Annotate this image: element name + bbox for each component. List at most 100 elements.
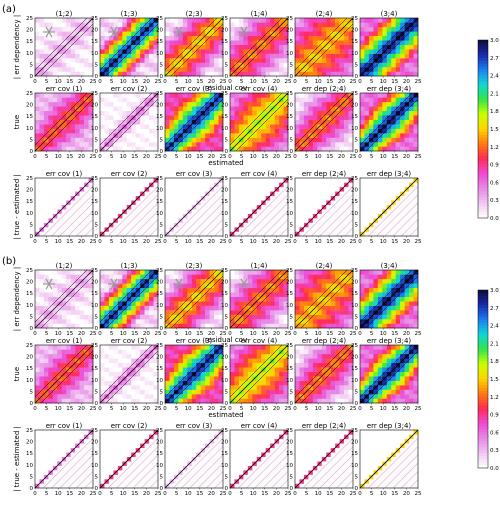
heat-cell bbox=[377, 182, 383, 188]
heat-cell bbox=[344, 195, 349, 201]
heat-cell bbox=[169, 137, 175, 143]
heat-cell bbox=[153, 71, 159, 77]
heat-cell bbox=[364, 31, 370, 37]
heat-cell bbox=[330, 305, 336, 311]
heat-cell bbox=[299, 119, 305, 125]
y-tick-label: 25 bbox=[91, 16, 98, 22]
heat-cell bbox=[373, 209, 379, 214]
heat-cell bbox=[100, 274, 105, 280]
heat-cell bbox=[113, 71, 119, 77]
heat-cell bbox=[108, 186, 114, 192]
heat-cell bbox=[238, 58, 244, 63]
heat-cell bbox=[312, 287, 318, 293]
heat-cell bbox=[243, 182, 249, 188]
heat-cell bbox=[243, 142, 249, 147]
heat-cell bbox=[191, 58, 197, 63]
heat-cell bbox=[312, 200, 318, 205]
heat-cell bbox=[149, 18, 154, 23]
heat-cell bbox=[214, 106, 219, 112]
heat-cell bbox=[144, 106, 150, 112]
x-tick-label: 10 bbox=[120, 239, 127, 245]
heat-cell bbox=[48, 182, 54, 188]
heat-cell bbox=[182, 191, 188, 197]
x-tick-label: 0 bbox=[98, 79, 102, 85]
heat-cell bbox=[117, 97, 123, 103]
heat-cell bbox=[126, 222, 132, 228]
heat-cell bbox=[140, 204, 145, 210]
heat-cell bbox=[283, 40, 289, 45]
heat-cell bbox=[409, 137, 414, 143]
heat-cell bbox=[66, 26, 71, 32]
heat-cell bbox=[230, 270, 235, 275]
heat-cell bbox=[178, 115, 184, 120]
heat-cell bbox=[173, 310, 179, 315]
heat-cell bbox=[196, 186, 201, 192]
heat-cell bbox=[261, 22, 266, 28]
heat-cell bbox=[61, 209, 67, 214]
heat-cell bbox=[126, 385, 132, 390]
heat-cell bbox=[279, 314, 284, 320]
heat-cell bbox=[43, 394, 49, 399]
heat-cell bbox=[48, 195, 54, 201]
heat-cell bbox=[191, 310, 197, 315]
x-tick-label: 15 bbox=[66, 154, 73, 160]
heat-cell bbox=[140, 385, 145, 390]
heat-cell bbox=[48, 44, 54, 50]
heat-cell bbox=[247, 292, 253, 297]
heat-cell bbox=[191, 146, 197, 152]
heat-cell bbox=[360, 110, 365, 116]
heat-cell bbox=[196, 128, 201, 134]
heat-cell bbox=[295, 115, 300, 120]
heat-cell bbox=[169, 222, 175, 228]
heat-cell bbox=[303, 209, 309, 214]
heat-cell bbox=[335, 186, 340, 192]
hatch-line bbox=[141, 219, 159, 237]
y-tick-label: 5 bbox=[30, 222, 34, 228]
heat-cell bbox=[144, 31, 150, 37]
heat-cell bbox=[178, 178, 184, 183]
heat-cell bbox=[205, 97, 210, 103]
heat-cell bbox=[57, 142, 62, 147]
heat-cell bbox=[153, 389, 159, 395]
heat-cell bbox=[377, 62, 383, 68]
heat-cell bbox=[214, 35, 219, 41]
heat-cell bbox=[413, 227, 419, 232]
heat-cell bbox=[149, 389, 154, 395]
heat-cell bbox=[140, 218, 145, 223]
heat-cell bbox=[261, 31, 266, 37]
heat-cell bbox=[182, 182, 188, 188]
heat-cell bbox=[88, 319, 94, 324]
heat-cell bbox=[173, 49, 179, 54]
x-tick-label: 10 bbox=[185, 79, 192, 85]
heat-cell bbox=[70, 101, 76, 107]
heat-cell bbox=[400, 310, 405, 315]
heat-cell bbox=[360, 26, 365, 32]
heat-cell bbox=[382, 137, 387, 143]
x-tick-label: 10 bbox=[185, 154, 192, 160]
heat-cell bbox=[265, 128, 271, 134]
heat-cell bbox=[360, 40, 365, 45]
heat-cell bbox=[66, 137, 71, 143]
heat-cell bbox=[247, 26, 253, 32]
heat-cell bbox=[35, 376, 40, 381]
heat-cell bbox=[247, 278, 253, 284]
heat-cell bbox=[173, 119, 179, 125]
heat-cell bbox=[39, 195, 45, 201]
heat-cell bbox=[413, 292, 419, 297]
heat-cell bbox=[299, 124, 305, 129]
heat-cell bbox=[100, 22, 105, 28]
heat-cell bbox=[126, 62, 132, 68]
heat-cell bbox=[131, 209, 136, 214]
heat-cell bbox=[126, 137, 132, 143]
heat-cell bbox=[303, 40, 309, 45]
heat-cell bbox=[187, 283, 192, 289]
heat-cell bbox=[52, 376, 58, 381]
heat-cell bbox=[234, 133, 240, 138]
heat-cell bbox=[391, 44, 396, 50]
heat-cell bbox=[149, 31, 154, 37]
heat-cell bbox=[79, 394, 85, 399]
heat-cell bbox=[360, 35, 365, 41]
heat-cell bbox=[238, 292, 244, 297]
heat-cell bbox=[317, 142, 322, 147]
